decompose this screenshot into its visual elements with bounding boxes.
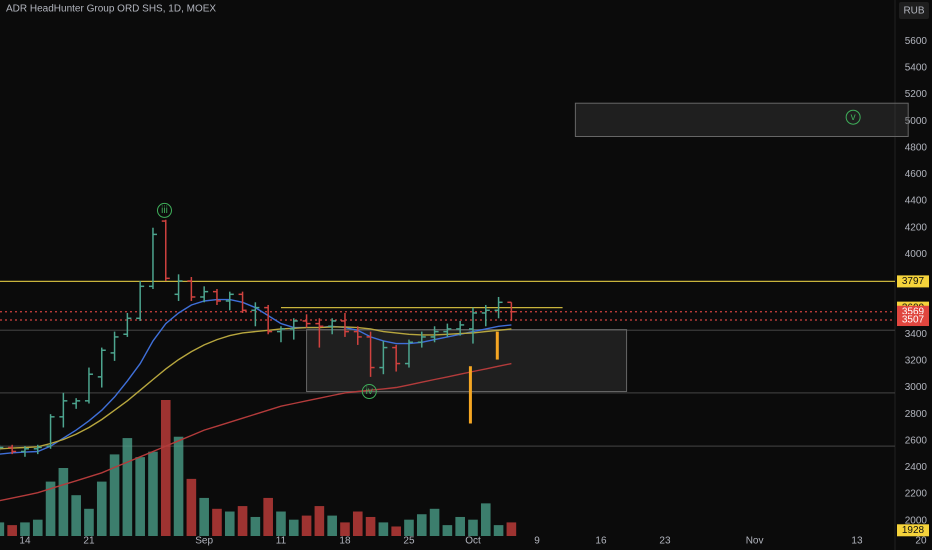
x-tick-label: 23 bbox=[659, 536, 671, 547]
volume-bar bbox=[186, 478, 197, 536]
volume-bar bbox=[84, 508, 94, 536]
price-tag-label: 3797 bbox=[902, 276, 925, 287]
volume-bar bbox=[442, 525, 453, 536]
wave-marker bbox=[156, 202, 172, 218]
zone-box bbox=[574, 102, 909, 138]
x-tick-label: 13 bbox=[851, 536, 863, 547]
y-tick-label: 3400 bbox=[905, 329, 928, 340]
volume-bar bbox=[45, 481, 56, 536]
volume-bar bbox=[314, 506, 325, 536]
volume-bar bbox=[365, 516, 376, 536]
y-tick-label: 4400 bbox=[905, 196, 928, 207]
volume-bar bbox=[135, 457, 145, 536]
volume-bar bbox=[468, 519, 478, 536]
y-tick-label: 5400 bbox=[905, 63, 928, 74]
x-tick-label: 11 bbox=[276, 536, 287, 547]
wave-marker bbox=[361, 384, 377, 400]
volume-bar bbox=[0, 522, 5, 536]
price-tag-label: 3569 bbox=[902, 306, 925, 317]
x-tick-label: Sep bbox=[195, 536, 213, 547]
y-tick-label: 2600 bbox=[905, 435, 928, 446]
volume-bar bbox=[148, 451, 158, 536]
volume-bar bbox=[7, 525, 17, 536]
moving-average bbox=[0, 326, 512, 450]
volume-bar bbox=[160, 400, 171, 536]
x-tick-label: 16 bbox=[595, 536, 607, 547]
volume-bar bbox=[391, 526, 401, 536]
zone-box bbox=[306, 329, 628, 393]
volume-bar bbox=[237, 506, 248, 536]
x-tick-label: 18 bbox=[339, 536, 351, 547]
volume-bar bbox=[250, 516, 261, 536]
y-tick-label: 5000 bbox=[905, 116, 928, 127]
y-tick-label: 4000 bbox=[905, 249, 928, 260]
volume-bar bbox=[480, 503, 491, 536]
x-tick-label: 20 bbox=[915, 536, 927, 547]
volume-bar bbox=[212, 508, 222, 536]
price-tag bbox=[897, 524, 929, 537]
y-tick-label: 2200 bbox=[905, 489, 928, 500]
volume-bar bbox=[404, 519, 414, 536]
y-tick-label: 3000 bbox=[905, 382, 928, 393]
chart-title: ADR HeadHunter Group ORD SHS, 1D, MOEX bbox=[6, 4, 216, 15]
volume-bar bbox=[20, 522, 30, 536]
y-tick-label: 5200 bbox=[905, 89, 928, 100]
y-tick-label: 4200 bbox=[905, 222, 928, 233]
x-tick-label: 21 bbox=[83, 536, 95, 547]
volume-bar bbox=[327, 515, 337, 536]
x-tick-label: 25 bbox=[403, 536, 415, 547]
volume-bar bbox=[224, 511, 235, 536]
wave-label: iv bbox=[366, 386, 373, 397]
y-tick-label: 3200 bbox=[905, 356, 928, 367]
volume-bar bbox=[506, 522, 517, 536]
y-tick-label: 4800 bbox=[905, 142, 928, 153]
volume-bar bbox=[352, 511, 363, 536]
price-tag bbox=[897, 314, 929, 327]
volume-bar bbox=[301, 515, 312, 536]
moving-average bbox=[0, 362, 512, 502]
currency-badge[interactable] bbox=[899, 2, 929, 19]
x-tick-label: 9 bbox=[534, 536, 540, 547]
volume-bar bbox=[455, 516, 465, 536]
price-tag-label: 1928 bbox=[902, 525, 925, 536]
volume-bar bbox=[32, 519, 43, 536]
volume-bar bbox=[199, 497, 209, 536]
y-tick-label: 2000 bbox=[905, 515, 928, 526]
y-tick-label: 5600 bbox=[905, 36, 928, 47]
wave-label: v bbox=[851, 112, 856, 123]
volume-bar bbox=[96, 481, 107, 536]
x-tick-label: 14 bbox=[19, 536, 31, 547]
volume-bar bbox=[378, 522, 389, 536]
volume-bar bbox=[276, 511, 286, 536]
volume-bar bbox=[416, 514, 427, 536]
x-tick-label: Oct bbox=[465, 536, 481, 547]
currency: RUB bbox=[903, 6, 924, 17]
volume-bar bbox=[493, 525, 504, 536]
volume-bar bbox=[429, 508, 440, 536]
volume-bar bbox=[173, 436, 184, 536]
price-tag bbox=[897, 275, 929, 288]
y-tick-label: 2800 bbox=[905, 409, 928, 420]
wave-label: iii bbox=[161, 205, 168, 216]
volume-bar bbox=[263, 497, 273, 536]
x-tick-label: Nov bbox=[746, 536, 764, 547]
volume-bar bbox=[122, 438, 133, 536]
volume-bar bbox=[340, 522, 350, 536]
volume-bar bbox=[288, 519, 299, 536]
wave-marker bbox=[845, 109, 861, 125]
volume-bar bbox=[71, 495, 81, 536]
price-tag-label: 3507 bbox=[902, 315, 925, 326]
y-tick-label: 2400 bbox=[905, 462, 928, 473]
volume-bar bbox=[109, 454, 120, 536]
volume-bar bbox=[58, 468, 69, 536]
y-tick-label: 4600 bbox=[905, 169, 928, 180]
